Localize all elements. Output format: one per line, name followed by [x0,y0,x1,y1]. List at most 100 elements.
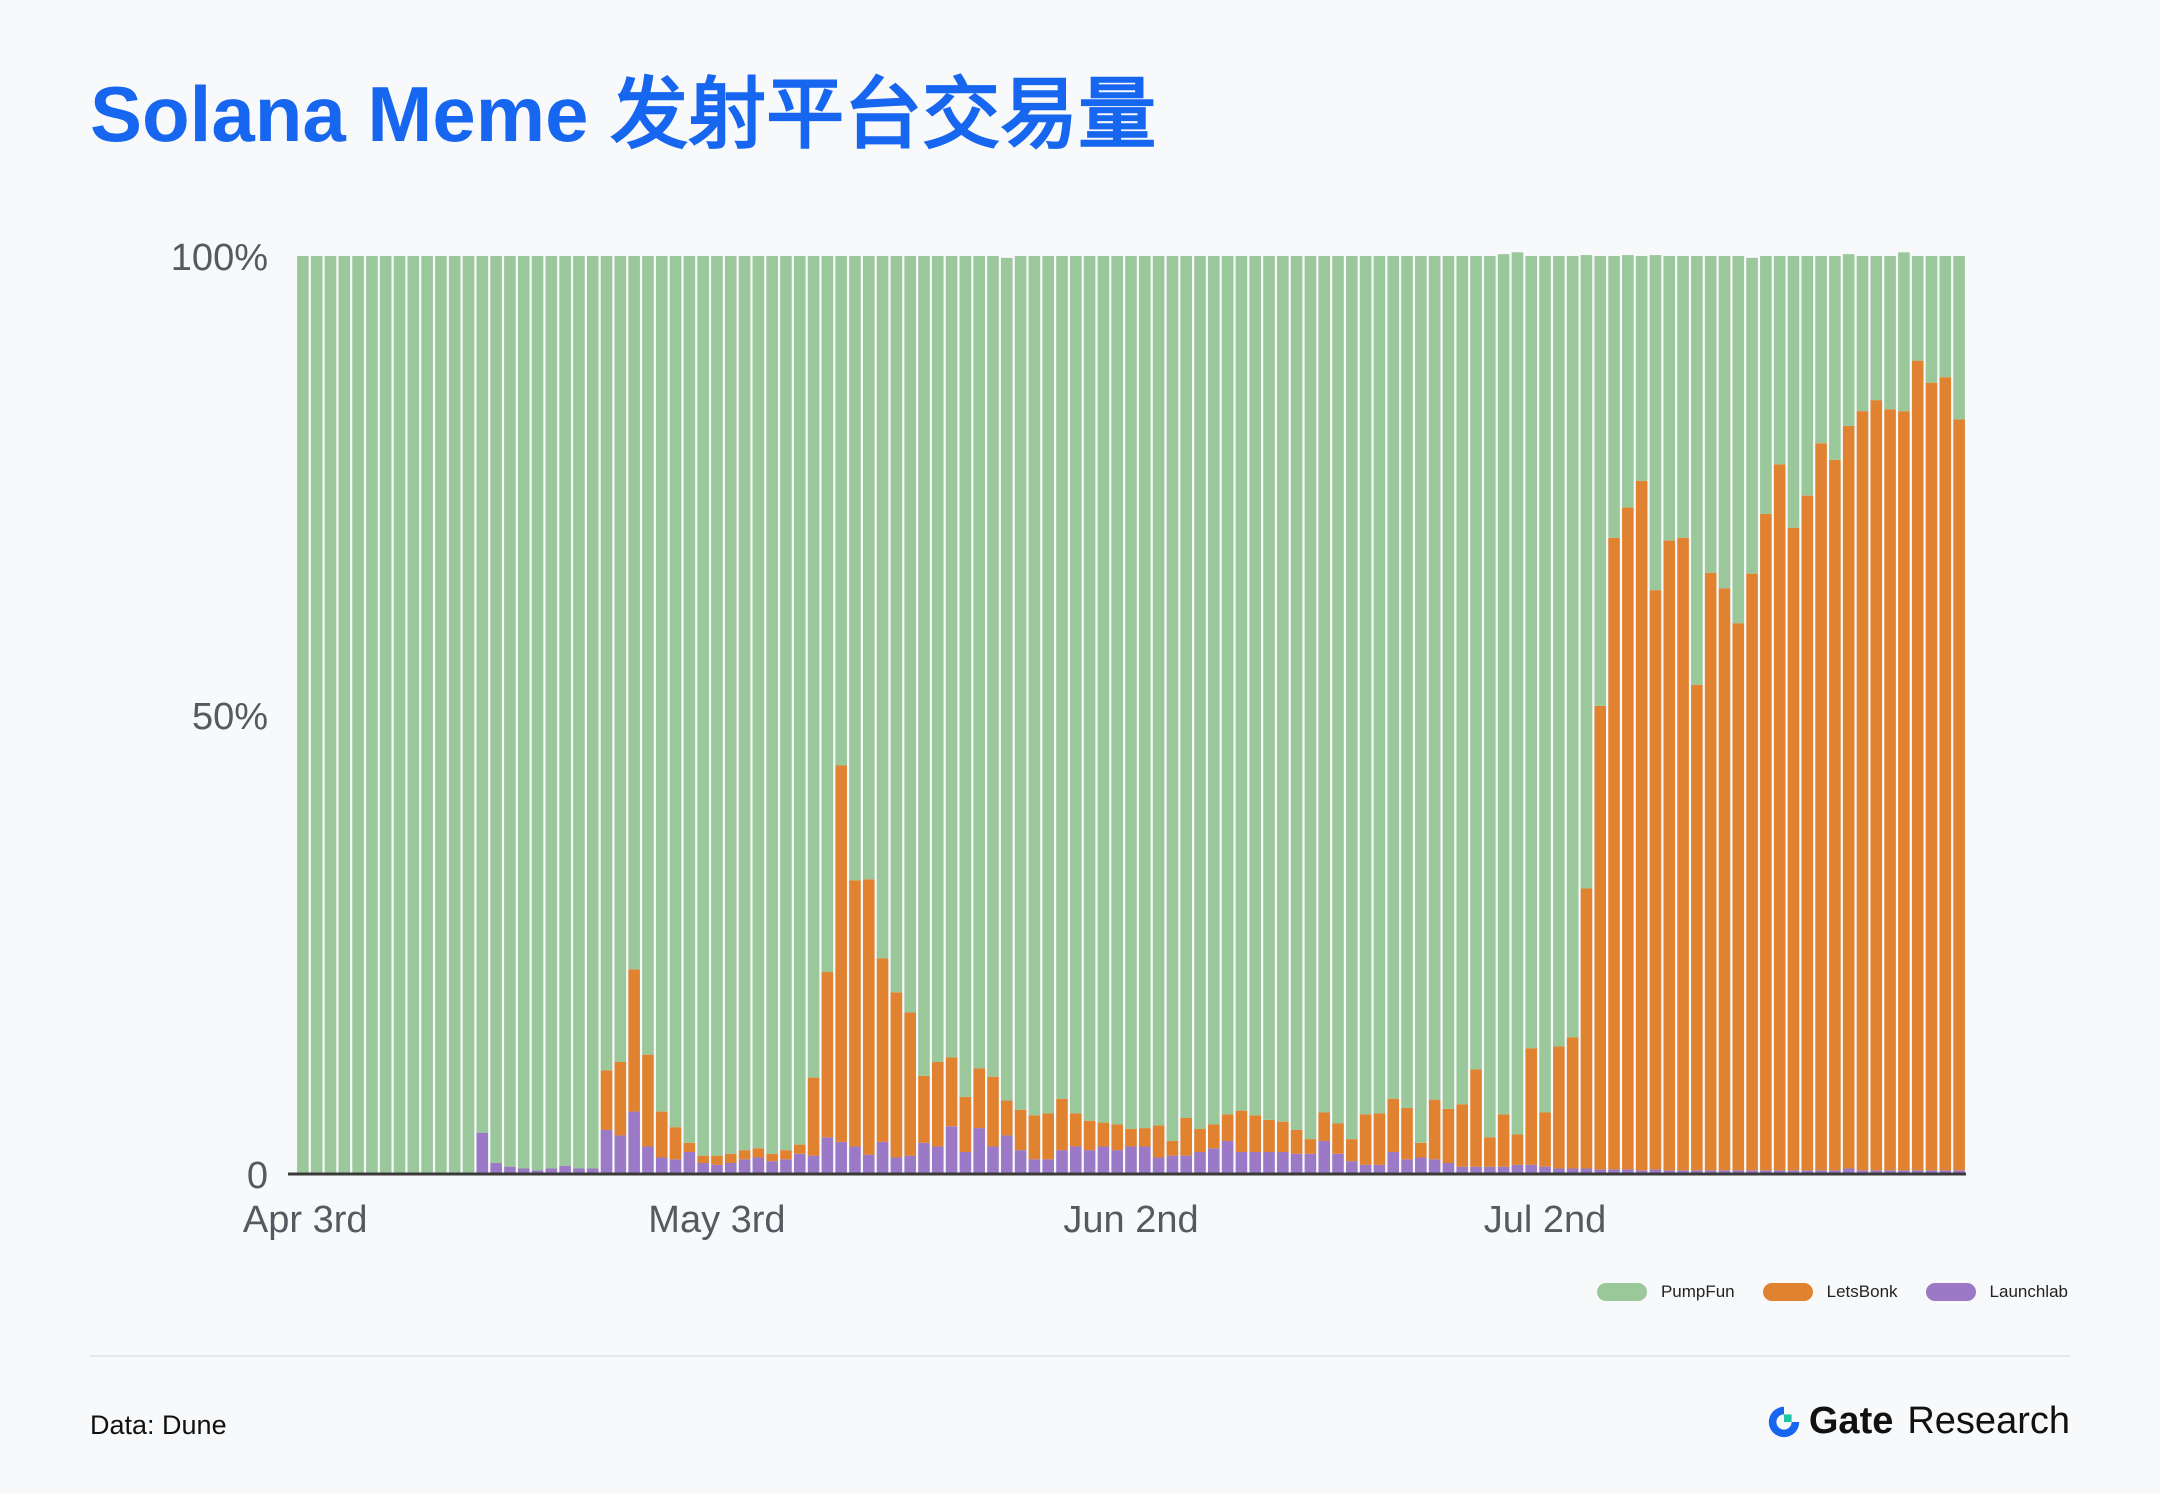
bar-pumpfun-58 [1097,256,1110,1123]
bar-launchlab-81 [1415,1157,1427,1174]
bar-launchlab-78 [1373,1164,1386,1174]
bar-launchlab-94 [1594,1169,1607,1174]
bar-launchlab-56 [1070,1146,1082,1174]
bar-launchlab-120 [1953,1170,1965,1174]
bar-letsbonk-37 [807,1077,820,1156]
brand-name: Gate [1808,1400,1894,1442]
bar-pumpfun-63 [1166,256,1179,1141]
bar-launchlab-90 [1539,1166,1551,1174]
bar-letsbonk-101 [1691,684,1703,1171]
bar-letsbonk-99 [1663,540,1676,1171]
bar-letsbonk-50 [987,1076,999,1147]
bar-launchlab-106 [1760,1170,1772,1174]
bar-letsbonk-48 [959,1096,972,1152]
bar-pumpfun-92 [1566,256,1579,1038]
bar-letsbonk-33 [752,1148,765,1158]
bar-letsbonk-44 [904,1012,916,1156]
bar-launchlab-31 [724,1162,737,1174]
bar-pumpfun-76 [1346,256,1358,1140]
bar-launchlab-87 [1497,1166,1510,1174]
bar-launchlab-71 [1277,1151,1289,1174]
footer-divider [90,1355,2070,1357]
bar-launchlab-102 [1704,1170,1717,1174]
bar-launchlab-105 [1746,1170,1758,1174]
bar-letsbonk-25 [642,1054,654,1147]
bar-pumpfun-103 [1718,256,1731,589]
bar-launchlab-100 [1677,1170,1689,1174]
bar-launchlab-41 [862,1154,875,1174]
bar-pumpfun-120 [1953,256,1965,420]
bar-launchlab-73 [1304,1153,1317,1174]
bar-launchlab-91 [1553,1168,1565,1174]
bar-pumpfun-48 [959,256,972,1097]
bar-letsbonk-117 [1911,360,1924,1171]
bar-launchlab-68 [1235,1151,1248,1174]
bar-launchlab-13 [476,1132,489,1174]
bar-letsbonk-94 [1594,705,1607,1170]
bar-pumpfun-106 [1760,256,1772,514]
bar-letsbonk-51 [1000,1100,1013,1136]
data-source: Data: Dune [90,1410,227,1440]
bar-letsbonk-77 [1359,1114,1372,1165]
bar-letsbonk-30 [711,1155,723,1165]
bar-pumpfun-20 [573,256,585,1169]
bar-pumpfun-16 [517,256,530,1169]
bar-launchlab-30 [711,1164,723,1174]
bar-pumpfun-2 [324,256,337,1174]
bar-launchlab-33 [752,1157,765,1174]
legend-item-letsbonk[interactable]: LetsBonk [1762,1282,1898,1302]
bar-pumpfun-44 [904,256,916,1013]
bar-pumpfun-105 [1746,257,1758,574]
bar-pumpfun-40 [849,256,861,881]
bar-pumpfun-34 [766,256,778,1154]
bar-pumpfun-61 [1139,256,1151,1129]
bar-letsbonk-70 [1263,1119,1275,1152]
bar-launchlab-25 [642,1146,654,1174]
bar-launchlab-37 [807,1155,820,1174]
bar-letsbonk-80 [1401,1107,1413,1160]
bar-letsbonk-98 [1649,590,1662,1170]
bar-pumpfun-74 [1318,256,1331,1113]
bar-pumpfun-113 [1856,256,1869,412]
bar-pumpfun-62 [1152,256,1165,1126]
bar-pumpfun-119 [1939,256,1952,378]
bar-pumpfun-25 [642,256,654,1055]
bar-launchlab-15 [504,1166,516,1174]
bar-pumpfun-66 [1208,256,1220,1125]
bar-launchlab-80 [1401,1159,1413,1174]
bar-letsbonk-75 [1332,1123,1344,1154]
bar-letsbonk-49 [973,1068,985,1129]
bar-pumpfun-67 [1221,256,1234,1115]
bar-launchlab-96 [1622,1169,1634,1174]
bar-launchlab-55 [1056,1150,1068,1174]
bar-letsbonk-82 [1428,1099,1441,1160]
bar-launchlab-58 [1097,1146,1110,1174]
bar-letsbonk-23 [614,1062,627,1136]
bar-pumpfun-60 [1125,256,1137,1130]
bar-pumpfun-99 [1663,256,1676,541]
bar-pumpfun-35 [780,256,792,1151]
bar-launchlab-111 [1829,1170,1841,1174]
bar-launchlab-89 [1525,1164,1538,1174]
legend-item-pumpfun[interactable]: PumpFun [1596,1282,1735,1302]
bar-launchlab-88 [1511,1164,1524,1174]
bar-launchlab-62 [1152,1157,1165,1174]
legend-item-launchlab[interactable]: Launchlab [1925,1282,2068,1302]
bar-launchlab-34 [766,1161,778,1174]
bar-pumpfun-46 [931,256,944,1062]
bar-pumpfun-115 [1884,256,1896,410]
bar-launchlab-97 [1635,1170,1648,1174]
bar-letsbonk-29 [697,1155,709,1163]
bar-letsbonk-65 [1194,1129,1206,1152]
bar-letsbonk-46 [931,1062,944,1147]
bar-pumpfun-47 [945,256,958,1058]
bar-launchlab-50 [987,1146,999,1174]
bar-launchlab-82 [1428,1159,1441,1174]
bar-launchlab-18 [545,1168,558,1174]
bar-letsbonk-92 [1566,1037,1579,1169]
bar-letsbonk-59 [1111,1124,1123,1151]
bar-launchlab-22 [600,1129,613,1174]
bar-launchlab-21 [586,1168,599,1174]
bar-pumpfun-72 [1290,256,1303,1130]
bar-launchlab-92 [1566,1168,1579,1174]
